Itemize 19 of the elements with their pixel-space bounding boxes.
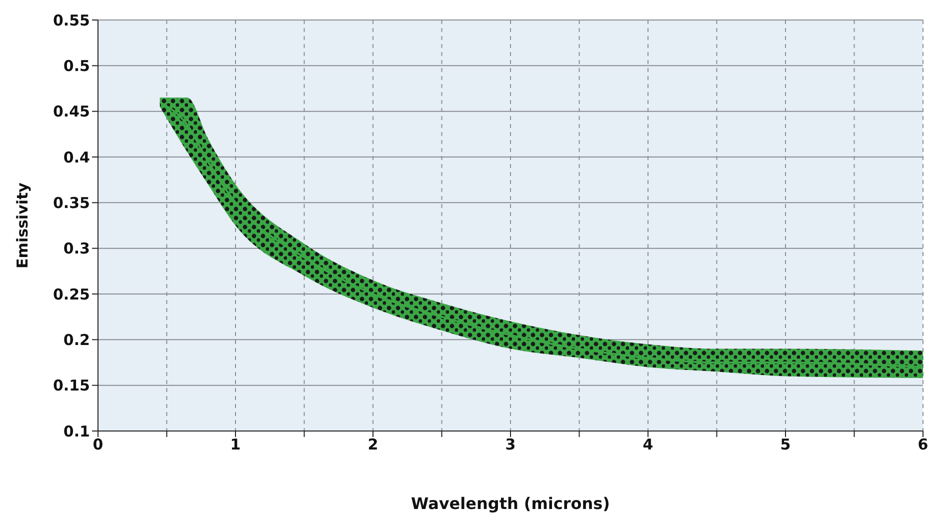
x-axis-title: Wavelength (microns): [410, 494, 610, 513]
y-tick-label: 0.2: [63, 330, 90, 349]
y-tick-label: 0.4: [63, 148, 90, 166]
x-tick-label: 0: [92, 436, 104, 454]
y-tick-label: 0.25: [52, 285, 90, 304]
y-tick-label: 0.3: [63, 240, 90, 258]
x-tick-label: 4: [642, 436, 654, 454]
y-tick-label: 0.5: [63, 56, 90, 75]
x-tick-label: 1: [230, 436, 241, 454]
y-axis-title: Emissivity: [13, 182, 32, 268]
y-tick-label: 0.35: [52, 194, 90, 212]
y-tick-label: 0.1: [63, 422, 90, 440]
x-tick-label: 6: [918, 436, 928, 454]
y-tick-label: 0.45: [52, 102, 90, 121]
y-tick-label: 0.55: [52, 11, 90, 30]
x-tick-label: 2: [368, 436, 378, 454]
y-tick-label: 0.15: [52, 376, 90, 395]
x-tick-label: 3: [505, 436, 516, 454]
x-tick-label: 5: [780, 436, 791, 454]
